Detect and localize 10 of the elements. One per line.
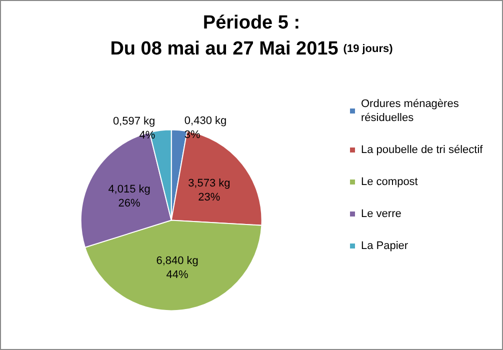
- chart-subtitle: (19 jours): [343, 43, 394, 55]
- legend-label: La poubelle de tri sélectif: [361, 144, 484, 156]
- legend-label: La Papier: [361, 240, 408, 252]
- chart-title: Période 5 : Du 08 mai au 27 Mai 2015: [110, 12, 339, 60]
- legend-label: Le verre: [361, 208, 402, 220]
- legend-label: Ordures ménagères résiduelles: [361, 98, 462, 124]
- data-label: 6,840 kg 44%: [156, 255, 198, 282]
- legend-label: Le compost: [361, 176, 418, 188]
- data-label: 4,015 kg 26%: [108, 184, 150, 210]
- data-label: 3,573 kg 23%: [188, 177, 230, 204]
